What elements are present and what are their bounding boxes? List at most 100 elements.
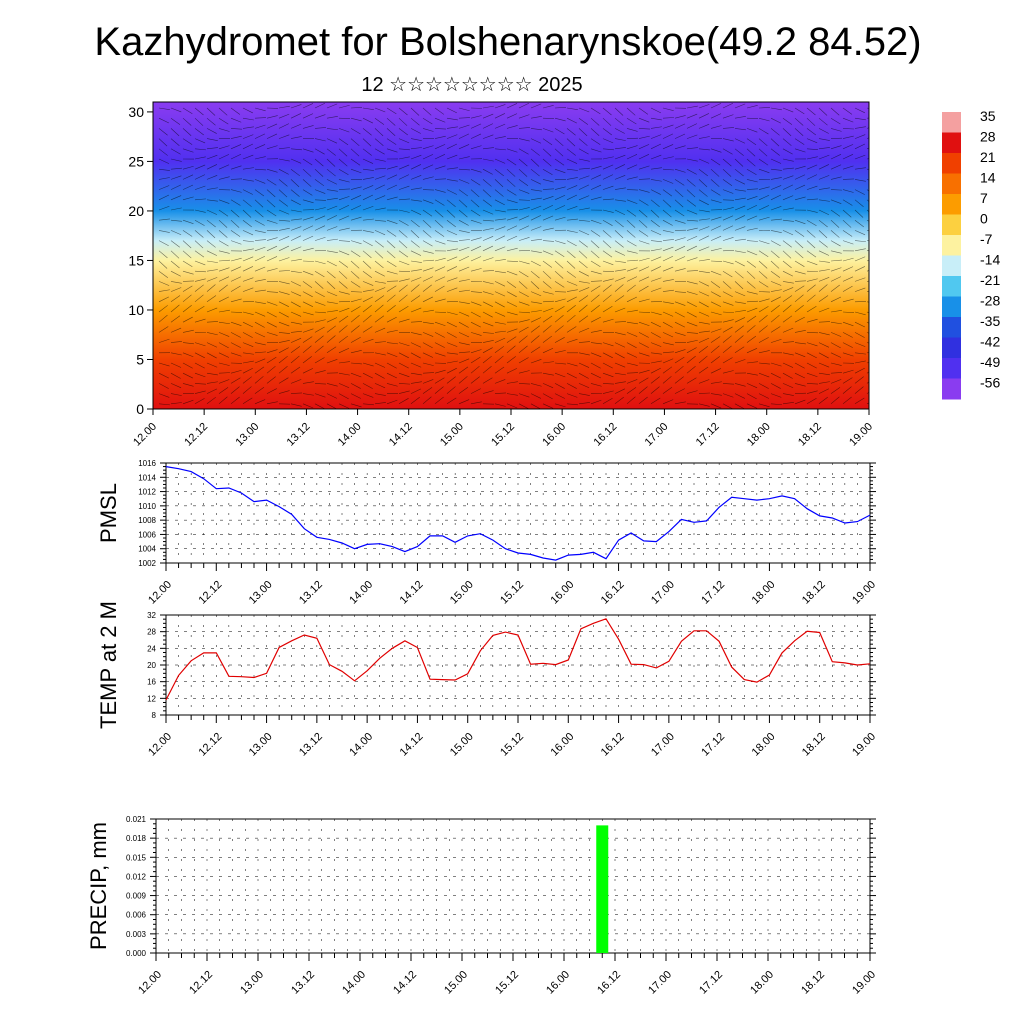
x-tick-label: 17.12 xyxy=(694,421,722,449)
colorbar-swatch xyxy=(942,297,961,318)
x-tick-label: 12.00 xyxy=(136,969,164,997)
y-tick-label: 12 xyxy=(147,694,156,703)
y-tick-label: 8 xyxy=(152,711,157,720)
colorbar-swatch xyxy=(942,153,961,174)
colorbar-swatch xyxy=(942,379,961,400)
y-tick-label: 16 xyxy=(147,678,156,687)
x-tick-label: 18.00 xyxy=(748,969,776,997)
x-tick-label: 18.12 xyxy=(800,579,828,607)
x-tick-label: 17.00 xyxy=(649,579,677,607)
y-axis-label: PRECIP, mm xyxy=(86,822,111,950)
temperature-field xyxy=(153,102,869,409)
y-tick-label: 0.018 xyxy=(126,834,147,843)
x-tick-label: 15.12 xyxy=(498,731,526,759)
x-tick-label: 18.12 xyxy=(799,969,827,997)
x-tick-label: 17.12 xyxy=(697,969,725,997)
y-tick-label: 5 xyxy=(136,351,144,367)
x-tick-label: 15.12 xyxy=(498,579,526,607)
x-tick-label: 18.00 xyxy=(745,421,773,449)
x-tick-label: 14.00 xyxy=(347,579,375,607)
y-tick-label: 28 xyxy=(147,628,156,637)
x-tick-label: 19.00 xyxy=(847,421,875,449)
chart-subtitle: 12 ☆☆☆☆☆☆☆☆ 2025 xyxy=(361,74,582,96)
x-tick-label: 14.12 xyxy=(391,969,419,997)
colorbar-swatch xyxy=(942,317,961,338)
x-tick-label: 13.12 xyxy=(297,731,325,759)
y-tick-label: 0.006 xyxy=(126,911,147,920)
x-tick-label: 13.12 xyxy=(297,579,325,607)
x-tick-label: 18.00 xyxy=(750,579,778,607)
colorbar-label: -49 xyxy=(980,354,1000,370)
x-tick-label: 13.12 xyxy=(285,421,313,449)
y-tick-label: 1012 xyxy=(138,488,156,497)
x-tick-label: 17.00 xyxy=(649,731,677,759)
x-tick-label: 17.12 xyxy=(699,579,727,607)
x-tick-label: 16.12 xyxy=(595,969,623,997)
colorbar-swatch xyxy=(942,215,961,236)
x-tick-label: 16.00 xyxy=(540,421,568,449)
x-tick-label: 15.12 xyxy=(493,969,521,997)
colorbar-swatch xyxy=(942,133,961,154)
x-tick-label: 15.00 xyxy=(448,579,476,607)
x-tick-label: 17.00 xyxy=(643,421,671,449)
y-tick-label: 0.021 xyxy=(126,815,147,824)
x-tick-label: 19.00 xyxy=(850,969,878,997)
y-tick-label: 1004 xyxy=(138,545,156,554)
colorbar-label: 21 xyxy=(980,149,996,165)
y-tick-label: 1010 xyxy=(138,502,156,511)
x-tick-label: 18.00 xyxy=(750,731,778,759)
pmsl-panel: 1002 1004 1006 1008 1010 1012 1014 1016 12.00 12.… xyxy=(96,459,878,607)
x-tick-label: 12.12 xyxy=(196,731,224,759)
y-tick-label: 1002 xyxy=(138,559,156,568)
colorbar-swatch xyxy=(942,194,961,215)
x-tick-label: 16.00 xyxy=(544,969,572,997)
x-tick-label: 12.12 xyxy=(182,421,210,449)
x-tick-label: 12.00 xyxy=(131,421,159,449)
y-tick-label: 1016 xyxy=(138,459,156,468)
x-tick-label: 13.00 xyxy=(233,421,261,449)
precip-bar xyxy=(596,825,608,953)
y-tick-label: 15 xyxy=(128,252,144,268)
colorbar-swatch xyxy=(942,276,961,297)
y-tick-label: 1006 xyxy=(138,530,156,539)
y-tick-label: 32 xyxy=(147,611,156,620)
x-tick-label: 17.00 xyxy=(646,969,674,997)
y-tick-label: 0.012 xyxy=(126,872,147,881)
y-tick-label: 1008 xyxy=(138,516,156,525)
y-tick-label: 25 xyxy=(128,153,144,169)
colorbar-label: 7 xyxy=(980,190,988,206)
y-tick-label: 20 xyxy=(147,661,156,670)
colorbar-label: -42 xyxy=(980,334,1000,350)
colorbar-label: 35 xyxy=(980,108,996,124)
y-tick-label: 1014 xyxy=(138,473,156,482)
x-tick-label: 16.12 xyxy=(591,421,619,449)
x-tick-label: 15.00 xyxy=(442,969,470,997)
x-tick-label: 15.00 xyxy=(448,731,476,759)
x-tick-label: 13.12 xyxy=(289,969,317,997)
x-tick-label: 19.00 xyxy=(850,731,878,759)
x-tick-label: 14.12 xyxy=(398,731,426,759)
colorbar-label: -35 xyxy=(980,313,1000,329)
x-tick-label: 18.12 xyxy=(800,731,828,759)
x-tick-label: 15.00 xyxy=(438,421,466,449)
colorbar-swatch xyxy=(942,256,961,277)
x-tick-label: 12.12 xyxy=(187,969,215,997)
x-tick-label: 12.12 xyxy=(196,579,224,607)
y-tick-label: 0 xyxy=(136,401,144,417)
x-tick-label: 14.12 xyxy=(398,579,426,607)
x-tick-label: 17.12 xyxy=(699,731,727,759)
colorbar-swatch xyxy=(942,235,961,256)
x-tick-label: 12.00 xyxy=(146,731,174,759)
colorbar-label: -14 xyxy=(980,252,1000,268)
x-tick-label: 19.00 xyxy=(850,579,878,607)
colorbar-label: 14 xyxy=(980,170,996,186)
x-tick-label: 13.00 xyxy=(247,579,275,607)
colorbar-label: -28 xyxy=(980,293,1000,309)
x-tick-label: 12.00 xyxy=(146,579,174,607)
y-tick-label: 0.015 xyxy=(126,853,147,862)
colorbar-swatch xyxy=(942,112,961,133)
colorbar-label: 28 xyxy=(980,129,996,145)
x-tick-label: 14.12 xyxy=(387,421,415,449)
